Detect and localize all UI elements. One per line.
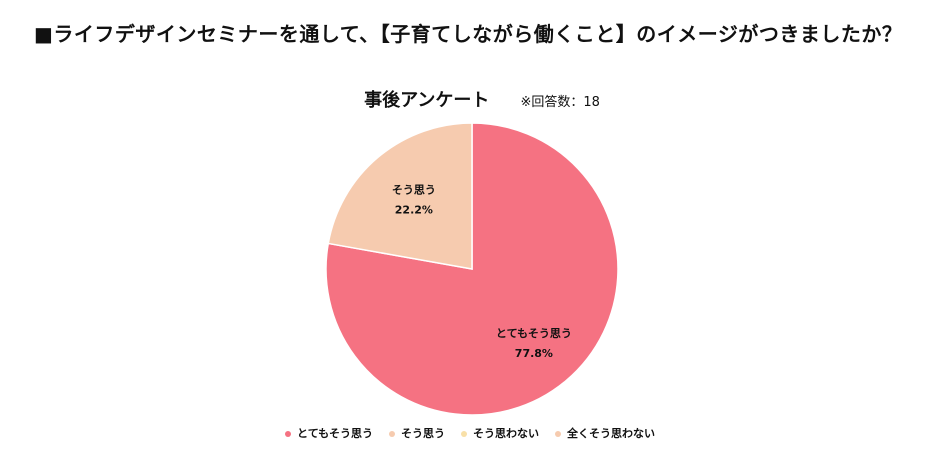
legend-swatch-0 xyxy=(285,431,292,437)
legend-label-2: そう思わない xyxy=(472,427,539,440)
legend-item-1: そう思う xyxy=(388,425,445,441)
pie-labels: とてもそう思う 77.8% そう思う 22.2% xyxy=(392,184,572,360)
response-count-note: ※回答数：18 xyxy=(520,95,600,110)
legend-swatch-2 xyxy=(460,431,467,437)
legend-item-0: とてもそう思う xyxy=(285,425,373,441)
slice-value-label-0: 77.8% xyxy=(515,347,553,360)
legend-item-2: そう思わない xyxy=(460,425,539,441)
legend-swatch-3 xyxy=(554,431,561,437)
slice-value-label-1: 22.2% xyxy=(395,204,433,217)
pie-slices xyxy=(325,122,619,416)
slice-label-1: そう思う xyxy=(392,184,436,197)
chart-title: 事後アンケート xyxy=(364,90,490,111)
legend-label-3: 全くそう思わない xyxy=(566,427,655,440)
chart-title-row: 事後アンケート ※回答数：18 xyxy=(0,86,940,112)
chart-legend: とてもそう思う そう思う そう思わない 全くそう思わない xyxy=(0,425,940,441)
slice-label-0: とてもそう思う xyxy=(496,327,572,340)
page-title: ■ライフデザインセミナーを通して、【子育てしながら働くこと】のイメージがつきまし… xyxy=(34,22,903,46)
pie-slice-1 xyxy=(327,122,473,270)
legend-label-1: そう思う xyxy=(400,427,445,440)
legend-label-0: とてもそう思う xyxy=(297,427,373,440)
legend-item-3: 全くそう思わない xyxy=(554,425,655,441)
legend-swatch-1 xyxy=(388,431,395,437)
